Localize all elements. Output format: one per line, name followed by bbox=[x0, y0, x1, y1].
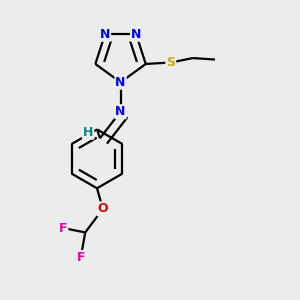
Text: H: H bbox=[83, 126, 93, 139]
Text: F: F bbox=[76, 251, 85, 264]
Text: F: F bbox=[59, 221, 68, 235]
Text: S: S bbox=[166, 56, 175, 69]
Text: N: N bbox=[116, 76, 126, 89]
Text: N: N bbox=[116, 105, 126, 118]
Text: N: N bbox=[100, 28, 110, 41]
Text: O: O bbox=[98, 202, 108, 215]
Text: N: N bbox=[131, 28, 141, 41]
